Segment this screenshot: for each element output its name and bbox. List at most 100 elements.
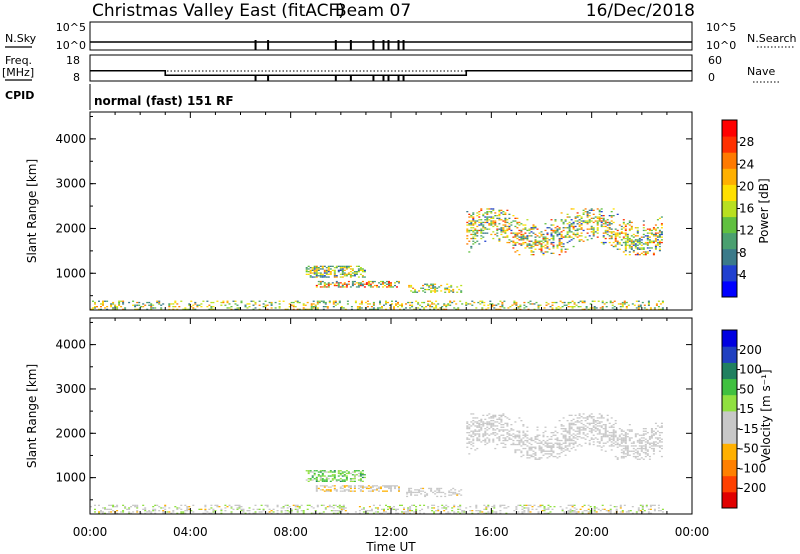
heatmap-cell — [545, 304, 548, 306]
heatmap-cell — [483, 508, 486, 510]
heatmap-cell — [596, 420, 599, 422]
heatmap-cell — [573, 511, 576, 513]
heatmap-cell — [660, 438, 663, 440]
heatmap-cell — [405, 307, 407, 309]
colorbar-tick-label: 50 — [739, 382, 754, 396]
heatmap-cell — [200, 508, 203, 510]
heatmap-cell — [514, 243, 517, 245]
heatmap-cell — [550, 442, 553, 444]
heatmap-cell — [522, 443, 525, 446]
heatmap-cell — [518, 254, 521, 256]
heatmap-cell — [355, 273, 358, 275]
heatmap-cell — [588, 219, 591, 221]
heatmap-cell — [484, 221, 487, 224]
heatmap-cell — [592, 422, 595, 424]
heatmap-cell — [570, 420, 573, 422]
heatmap-cell — [110, 508, 113, 510]
heatmap-cell — [90, 506, 92, 508]
freq-dropouts — [254, 75, 405, 81]
colorbar-tick-label: 20 — [739, 179, 754, 193]
heatmap-cell — [496, 443, 499, 446]
heatmap-cell — [349, 275, 352, 277]
heatmap-cell — [482, 424, 485, 426]
heatmap-cell — [216, 506, 219, 508]
heatmap-cell — [564, 430, 567, 432]
heatmap-cell — [492, 221, 495, 224]
heatmap-cell — [623, 504, 626, 506]
heatmap-cell — [550, 237, 553, 240]
heatmap-cell — [116, 510, 119, 512]
heatmap-cell — [638, 438, 641, 440]
heatmap-cell — [508, 430, 511, 432]
heatmap-cell — [520, 451, 523, 454]
heatmap-cell — [122, 303, 125, 305]
heatmap-cell — [604, 433, 607, 435]
heatmap-cell — [378, 490, 380, 492]
heatmap-cell — [564, 248, 567, 250]
heatmap-cell — [309, 275, 312, 277]
heatmap-cell — [508, 213, 511, 215]
heatmap-cell — [490, 220, 493, 222]
heatmap-cell — [494, 223, 497, 225]
heatmap-cell — [576, 212, 579, 214]
heatmap-cell — [419, 512, 422, 514]
heatmap-cell — [450, 494, 453, 496]
heatmap-cell — [476, 437, 479, 439]
heatmap-cell — [638, 442, 641, 444]
heatmap-cell — [502, 236, 505, 238]
heatmap-cell — [190, 306, 193, 308]
heatmap-cell — [614, 441, 617, 443]
heatmap-cell — [598, 209, 601, 211]
heatmap-cell — [644, 453, 647, 455]
heatmap-cell — [415, 300, 418, 302]
heatmap-cell — [573, 306, 576, 308]
heatmap-cell — [350, 306, 353, 308]
heatmap-cell — [416, 494, 419, 496]
heatmap-cell — [652, 447, 655, 450]
heatmap-cell — [487, 512, 490, 514]
heatmap-cell — [572, 225, 575, 228]
heatmap-cell — [315, 275, 318, 277]
heatmap-cell — [343, 273, 346, 275]
heatmap-cell — [421, 301, 424, 304]
heatmap-cell — [506, 241, 509, 244]
heatmap-cell — [286, 510, 289, 512]
heatmap-cell — [506, 417, 509, 419]
heatmap-cell — [608, 438, 611, 440]
heatmap-cell — [410, 491, 413, 494]
heatmap-cell — [592, 235, 595, 237]
heatmap-cell — [296, 504, 299, 506]
heatmap-cell — [232, 300, 235, 302]
heatmap-cell — [566, 216, 569, 218]
heatmap-cell — [366, 512, 369, 514]
heatmap-cell — [647, 304, 650, 306]
heatmap-cell — [359, 474, 362, 476]
heatmap-cell — [570, 208, 573, 210]
heatmap-cell — [620, 455, 623, 458]
heatmap-cell — [435, 306, 438, 308]
heatmap-cell — [325, 471, 328, 473]
heatmap-cell — [580, 217, 583, 219]
heatmap-cell — [336, 303, 339, 305]
colorbar-segment — [722, 152, 737, 169]
heatmap-cell — [472, 240, 475, 242]
heatmap-cell — [610, 432, 613, 434]
heatmap-cell — [546, 232, 549, 234]
heatmap-cell — [535, 508, 538, 510]
heatmap-cell — [270, 512, 273, 514]
heatmap-cell — [484, 232, 487, 234]
heatmap-cell — [580, 420, 583, 422]
heatmap-cell — [508, 225, 511, 228]
heatmap-cell — [610, 223, 613, 225]
heatmap-cell — [564, 454, 567, 456]
heatmap-cell — [212, 301, 215, 304]
heatmap-cell — [616, 437, 619, 439]
heatmap-cell — [430, 487, 433, 490]
heatmap-cell — [188, 506, 191, 508]
heatmap-cell — [604, 432, 607, 434]
heatmap-cell — [612, 426, 615, 428]
heatmap-cell — [578, 414, 581, 416]
heatmap-cell — [566, 438, 569, 440]
